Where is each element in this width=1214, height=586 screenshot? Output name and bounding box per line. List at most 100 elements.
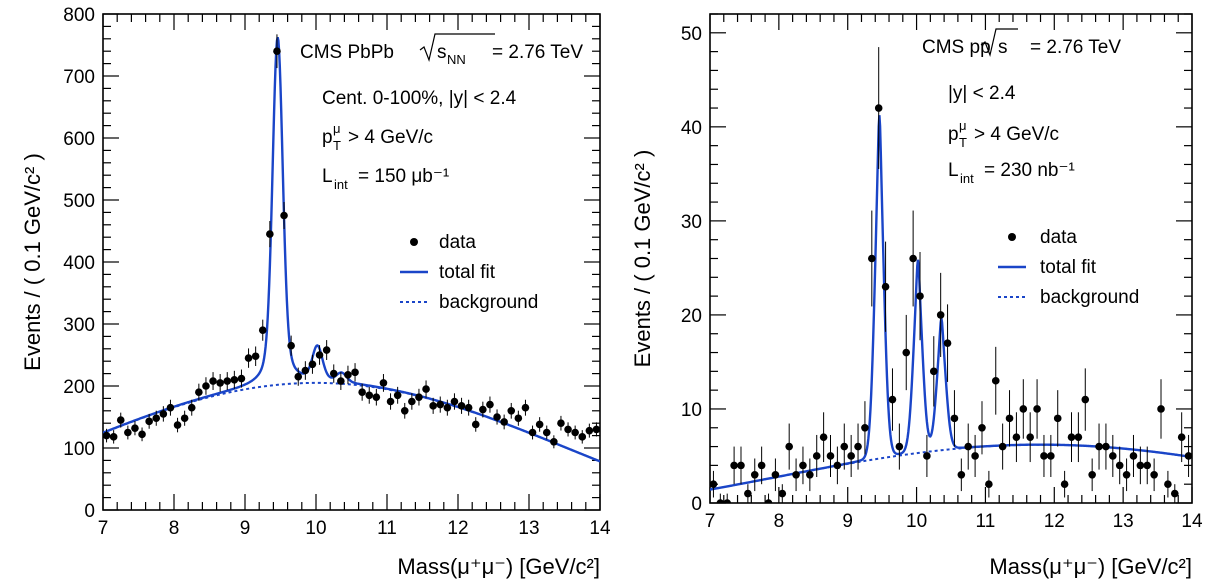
data-point [730,446,738,485]
data-marker [895,442,904,451]
y-tick-label: 0 [84,501,95,522]
data-point [131,421,139,436]
data-marker [202,382,210,390]
data-marker [109,433,118,441]
data-point [792,458,800,492]
data-point [322,340,331,360]
data-marker [379,379,388,387]
data-marker [351,368,359,377]
data-point [386,393,395,410]
data-point [985,470,993,498]
data-marker [1109,452,1117,460]
data-point [847,434,855,478]
pt-cut-label: > 4 GeV/c [974,124,1059,145]
data-marker [237,374,246,383]
data-marker [535,420,544,429]
data-marker [322,346,331,354]
x-tick-label: 14 [589,518,611,539]
data-point [716,493,725,503]
data-marker [1088,470,1096,479]
data-point [273,34,281,69]
data-point [1102,423,1110,470]
data-point [1122,458,1131,492]
pt-symbol: p [322,127,333,148]
data-marker [750,470,759,479]
pt-subscript: T [959,135,967,150]
data-point [854,423,862,470]
data-marker [393,391,402,400]
plot-area [103,34,600,463]
data-marker [716,499,725,503]
data-marker [131,424,139,432]
data-point [757,446,766,485]
y-tick-label: 30 [681,212,702,233]
x-tick-label: 12 [447,518,468,539]
data-marker [943,339,952,347]
data-point [957,458,966,492]
data-point [521,399,530,416]
data-marker [1033,405,1041,413]
data-marker [929,367,938,376]
data-marker [1026,433,1034,441]
x-axis-label: Mass(μ⁺μ⁻) [GeV/c²] [397,554,600,579]
data-point [971,434,979,478]
data-point [103,428,111,443]
data-marker [1157,405,1165,413]
data-point [1115,446,1124,485]
data-point [991,346,1000,415]
data-point [978,401,986,455]
data-marker [847,452,855,460]
data-marker [415,393,423,401]
data-point [216,374,224,392]
data-marker [1053,414,1062,423]
sqrt-sign-icon [980,28,1018,58]
sqrt-sign-icon [419,33,495,63]
data-marker [868,254,876,263]
data-point [764,493,773,503]
data-point [486,396,494,413]
data-marker [145,417,153,426]
data-point [294,367,303,386]
data-marker [1095,442,1103,451]
y-tick-label: 600 [63,129,95,150]
data-marker [785,442,793,451]
data-point [422,380,430,398]
data-marker [138,430,146,439]
data-marker [315,351,324,359]
data-point [585,423,594,438]
data-point [895,423,904,470]
data-point [202,377,210,395]
data-marker [964,442,973,451]
data-point [429,397,437,414]
y-tick-label: 10 [681,400,702,421]
data-marker [400,407,409,415]
data-marker [507,407,516,415]
data-point [514,410,523,426]
selection-label: Cent. 0-100%, |y| < 2.4 [322,88,517,109]
data-point [1184,434,1192,478]
y-tick-label: 40 [681,118,702,139]
data-marker [881,282,890,291]
data-marker [280,211,288,220]
data-point [785,423,793,470]
data-point [998,423,1007,470]
data-marker [564,425,572,434]
legend-background-label: background [1040,287,1139,308]
lumi-subscript: int [960,171,974,186]
data-point [874,47,883,169]
data-marker [902,348,911,357]
data-point [450,393,459,410]
pt-subscript: T [333,138,341,153]
data-point [471,417,480,432]
data-marker [936,311,945,319]
data-point [372,388,381,406]
lumi-subscript: int [334,177,348,192]
data-point [902,314,911,391]
sqrt-subscript: NN [447,52,466,67]
data-marker [287,341,295,350]
x-tick-label: 11 [976,511,996,532]
data-marker [792,470,800,479]
legend-background-label: background [439,292,538,313]
data-marker [874,104,883,112]
